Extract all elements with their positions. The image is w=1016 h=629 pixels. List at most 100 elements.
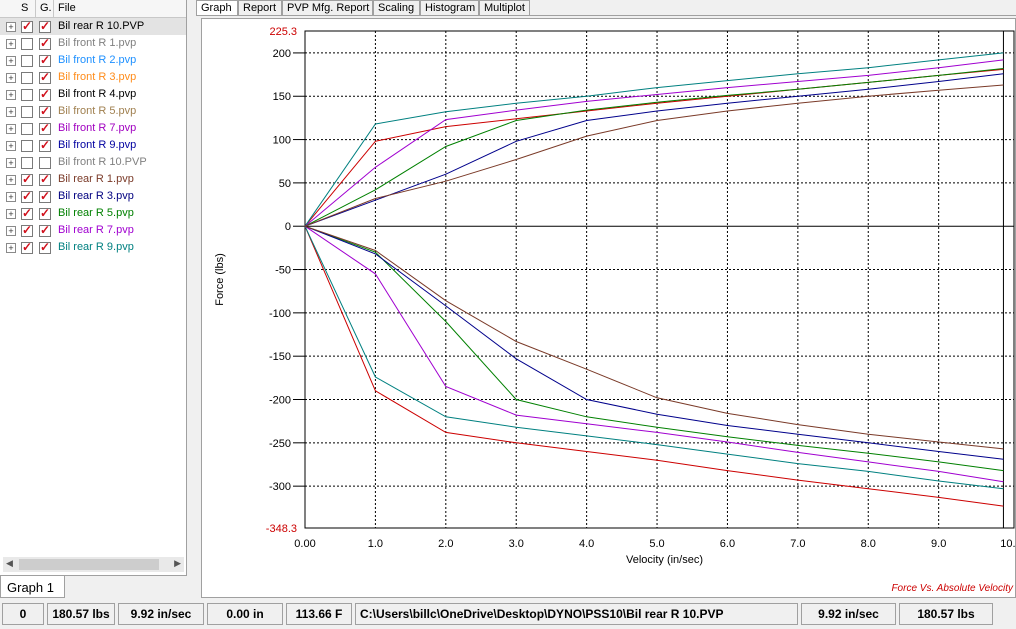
expand-icon[interactable]: + [6,22,16,32]
plot-area [304,30,1015,529]
graph-checkbox[interactable]: ✓ [39,19,51,33]
horizontal-scrollbar[interactable]: ◀ ▶ [3,557,184,572]
scrollbar-thumb[interactable] [19,559,159,570]
scroll-left-icon[interactable]: ◀ [6,558,13,568]
expand-icon[interactable]: + [6,39,16,49]
graph-checkbox[interactable]: ✓ [39,206,51,220]
file-name[interactable]: Bil front R 7.pvp [58,122,137,134]
column-header-s[interactable]: S [21,2,29,14]
expand-icon[interactable]: + [6,90,16,100]
expand-icon[interactable]: + [6,56,16,66]
graph-panel: 0.00 1.0 2.0 3.0 4.0 5.0 6.0 7.0 8.0 9.0 10.07 200 1… [201,18,1016,598]
expand-icon[interactable]: + [6,209,16,219]
file-row[interactable]: + ✓ ✓ Bil rear R 1.pvp [0,171,186,188]
file-name[interactable]: Bil front R 9.pvp [58,139,137,151]
status-file-path: C:\Users\billc\OneDrive\Desktop\DYNO\PSS… [355,603,798,625]
select-checkbox[interactable]: ✓ [21,19,33,33]
graph-checkbox[interactable]: ✓ [39,172,51,186]
x-tick-label: 0.00 [294,538,315,550]
select-checkbox[interactable]: ✓ [21,172,33,186]
select-checkbox[interactable] [21,140,33,152]
expand-icon[interactable]: + [6,226,16,236]
graph-checkbox[interactable]: ✓ [39,189,51,203]
graph-1-tab[interactable]: Graph 1 [0,576,65,598]
file-row[interactable]: + ✓ ✓ Bil rear R 7.pvp [0,222,186,239]
tab-pvp-mfg-report[interactable]: PVP Mfg. Report [282,0,373,15]
file-row[interactable]: + ✓ Bil front R 2.pvp [0,52,186,69]
select-checkbox[interactable] [21,55,33,67]
select-checkbox[interactable] [21,157,33,169]
file-name[interactable]: Bil front R 5.pvp [58,105,137,117]
select-checkbox[interactable]: ✓ [21,223,33,237]
expand-icon[interactable]: + [6,158,16,168]
file-row[interactable]: + ✓ ✓ Bil rear R 3.pvp [0,188,186,205]
select-checkbox[interactable] [21,72,33,84]
file-name[interactable]: Bil rear R 7.pvp [58,224,134,236]
file-name[interactable]: Bil front R 3.pvp [58,71,137,83]
graph-checkbox[interactable]: ✓ [39,240,51,254]
series-line-rebound [304,84,1004,227]
select-checkbox[interactable] [21,38,33,50]
series-line-compression [304,226,1004,507]
select-checkbox[interactable] [21,106,33,118]
file-name[interactable]: Bil front R 2.pvp [58,54,137,66]
force-velocity-chart[interactable]: 0.00 1.0 2.0 3.0 4.0 5.0 6.0 7.0 8.0 9.0 10.07 200 1… [202,19,1015,597]
expand-icon[interactable]: + [6,107,16,117]
file-name[interactable]: Bil rear R 3.pvp [58,190,134,202]
graph-checkbox[interactable]: ✓ [39,121,51,135]
expand-icon[interactable]: + [6,175,16,185]
file-row[interactable]: + ✓ ✓ Bil rear R 10.PVP [0,18,186,35]
expand-icon[interactable]: + [6,243,16,253]
x-tick-label: 3.0 [509,538,524,550]
graph-checkbox[interactable]: ✓ [39,87,51,101]
column-header-file[interactable]: File [58,2,76,14]
file-row[interactable]: + ✓ Bil front R 3.pvp [0,69,186,86]
file-row[interactable]: + ✓ ✓ Bil rear R 9.pvp [0,239,186,256]
tab-histogram[interactable]: Histogram [420,0,479,15]
select-checkbox[interactable] [21,123,33,135]
file-row[interactable]: + ✓ ✓ Bil rear R 5.pvp [0,205,186,222]
tab-scaling[interactable]: Scaling [373,0,420,15]
column-header-g[interactable]: G. [40,2,52,14]
graph-checkbox[interactable]: ✓ [39,53,51,67]
file-panel: S G. File + ✓ ✓ Bil rear R 10.PVP + ✓ Bil fron… [0,0,187,576]
file-name[interactable]: Bil rear R 10.PVP [58,20,145,32]
expand-icon[interactable]: + [6,141,16,151]
graph-checkbox[interactable]: ✓ [39,36,51,50]
graph-checkbox[interactable]: ✓ [39,70,51,84]
y-tick-label: -250 [269,438,291,450]
y-tick-label: -200 [269,395,291,407]
graph-checkbox[interactable] [39,157,51,169]
select-checkbox[interactable]: ✓ [21,240,33,254]
tab-divider [196,15,1016,16]
tab-report[interactable]: Report [238,0,282,15]
file-row[interactable]: + ✓ Bil front R 1.pvp [0,35,186,52]
file-row[interactable]: + Bil front R 10.PVP [0,154,186,171]
graph-checkbox[interactable]: ✓ [39,138,51,152]
y-tick-label: -50 [275,265,291,277]
graph-checkbox[interactable]: ✓ [39,223,51,237]
file-name[interactable]: Bil front R 1.pvp [58,37,137,49]
select-checkbox[interactable]: ✓ [21,206,33,220]
scroll-right-icon[interactable]: ▶ [174,558,181,568]
file-name[interactable]: Bil rear R 9.pvp [58,241,134,253]
file-name[interactable]: Bil rear R 5.pvp [58,207,134,219]
graph-checkbox[interactable]: ✓ [39,104,51,118]
file-name[interactable]: Bil front R 10.PVP [58,156,147,168]
y-tick-label: 100 [273,135,291,147]
file-name[interactable]: Bil rear R 1.pvp [58,173,134,185]
file-row[interactable]: + ✓ Bil front R 9.pvp [0,137,186,154]
file-row[interactable]: + ✓ Bil front R 5.pvp [0,103,186,120]
tab-graph[interactable]: Graph [196,0,238,16]
file-name[interactable]: Bil front R 4.pvp [58,88,137,100]
select-checkbox[interactable]: ✓ [21,189,33,203]
y-tick-label: 50 [279,178,291,190]
file-row[interactable]: + ✓ Bil front R 7.pvp [0,120,186,137]
select-checkbox[interactable] [21,89,33,101]
expand-icon[interactable]: + [6,124,16,134]
expand-icon[interactable]: + [6,73,16,83]
y-tick-label: 0 [285,221,291,233]
file-row[interactable]: + ✓ Bil front R 4.pvp [0,86,186,103]
expand-icon[interactable]: + [6,192,16,202]
tab-multiplot[interactable]: Multiplot [479,0,530,15]
